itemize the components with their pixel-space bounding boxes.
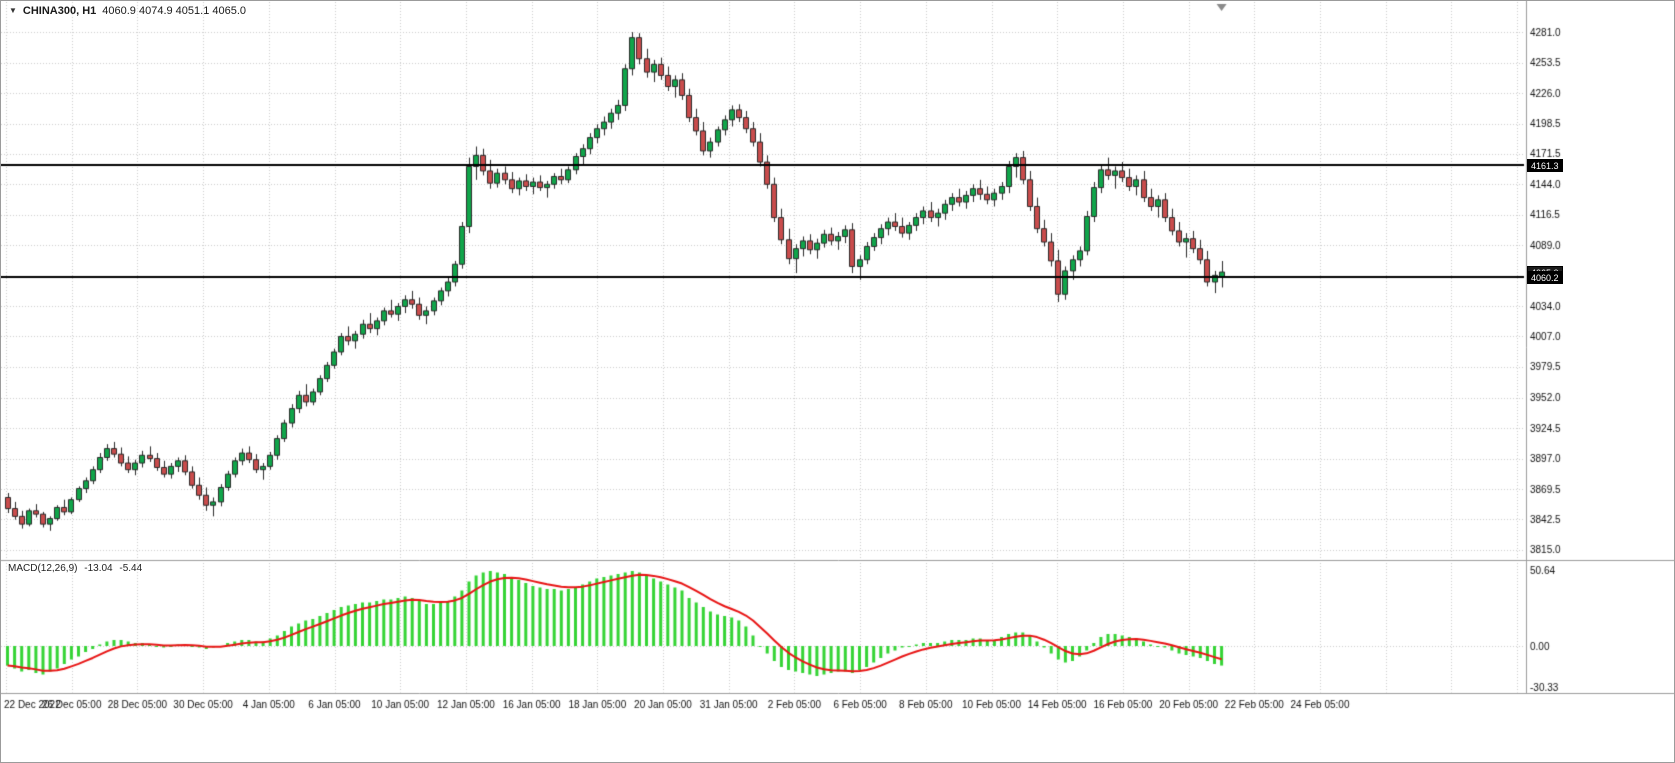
hline-price-tag-upper: 4161.3 (1527, 159, 1563, 173)
hline-price-tag-lower: 4060.2 (1527, 271, 1563, 285)
ohlc-values-label: 4060.9 4074.9 4051.1 4065.0 (102, 5, 247, 17)
macd-signal-value: -5.44 (119, 563, 143, 574)
chart-header: ▼ CHINA300, H1 4060.9 4074.9 4051.1 4065… (9, 5, 246, 17)
symbol-timeframe-label: CHINA300, H1 (22, 5, 97, 17)
macd-indicator-label: MACD(12,26,9) -13.04 -5.44 (8, 563, 146, 574)
macd-main-value: -13.04 (84, 563, 113, 574)
macd-indicator-name: MACD(12,26,9) (8, 563, 78, 574)
symbol-dropdown-icon[interactable]: ▼ (9, 6, 17, 15)
